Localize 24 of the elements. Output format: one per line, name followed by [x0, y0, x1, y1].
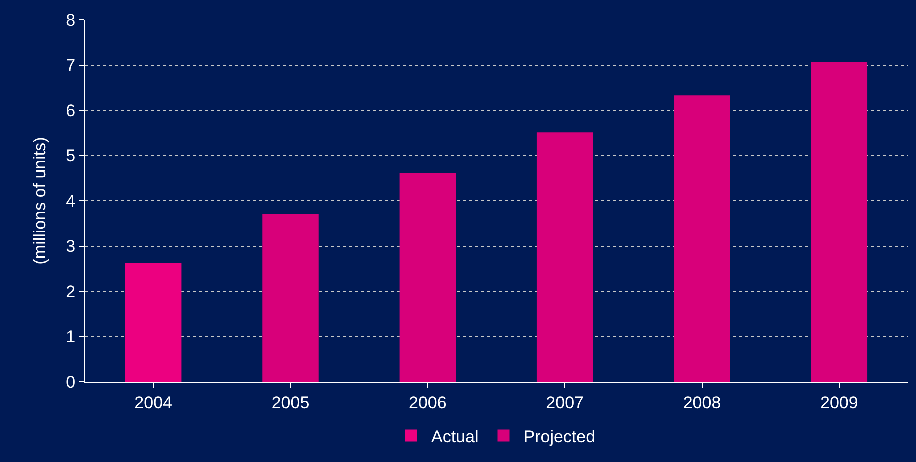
legend-label: Projected — [524, 427, 596, 446]
y-tick-label: 4 — [66, 192, 76, 211]
y-tick-label: 7 — [66, 56, 76, 76]
y-tick-label: 0 — [66, 372, 76, 392]
y-axis-title: (millions of units) — [30, 137, 50, 265]
bar — [536, 132, 594, 382]
bar — [262, 214, 319, 382]
bar — [674, 96, 730, 382]
y-tick-label: 6 — [66, 101, 76, 120]
bar — [811, 62, 868, 382]
y-tick-label: 3 — [66, 237, 76, 256]
y-tick-label: 8 — [66, 10, 76, 30]
x-tick-label: 2007 — [546, 393, 584, 412]
x-tick-label: 2004 — [134, 393, 172, 412]
bar — [125, 262, 182, 382]
x-tick-label: 2008 — [683, 393, 722, 412]
x-tick-label: 2005 — [272, 393, 310, 412]
x-tick-label: 2009 — [820, 393, 858, 412]
y-tick-label: 1 — [66, 328, 76, 347]
x-tick-label: 2006 — [409, 393, 447, 412]
y-tick-label: 5 — [66, 146, 76, 166]
y-tick-label: 2 — [66, 282, 76, 302]
legend-label: Actual — [432, 427, 479, 446]
bar — [400, 173, 456, 382]
